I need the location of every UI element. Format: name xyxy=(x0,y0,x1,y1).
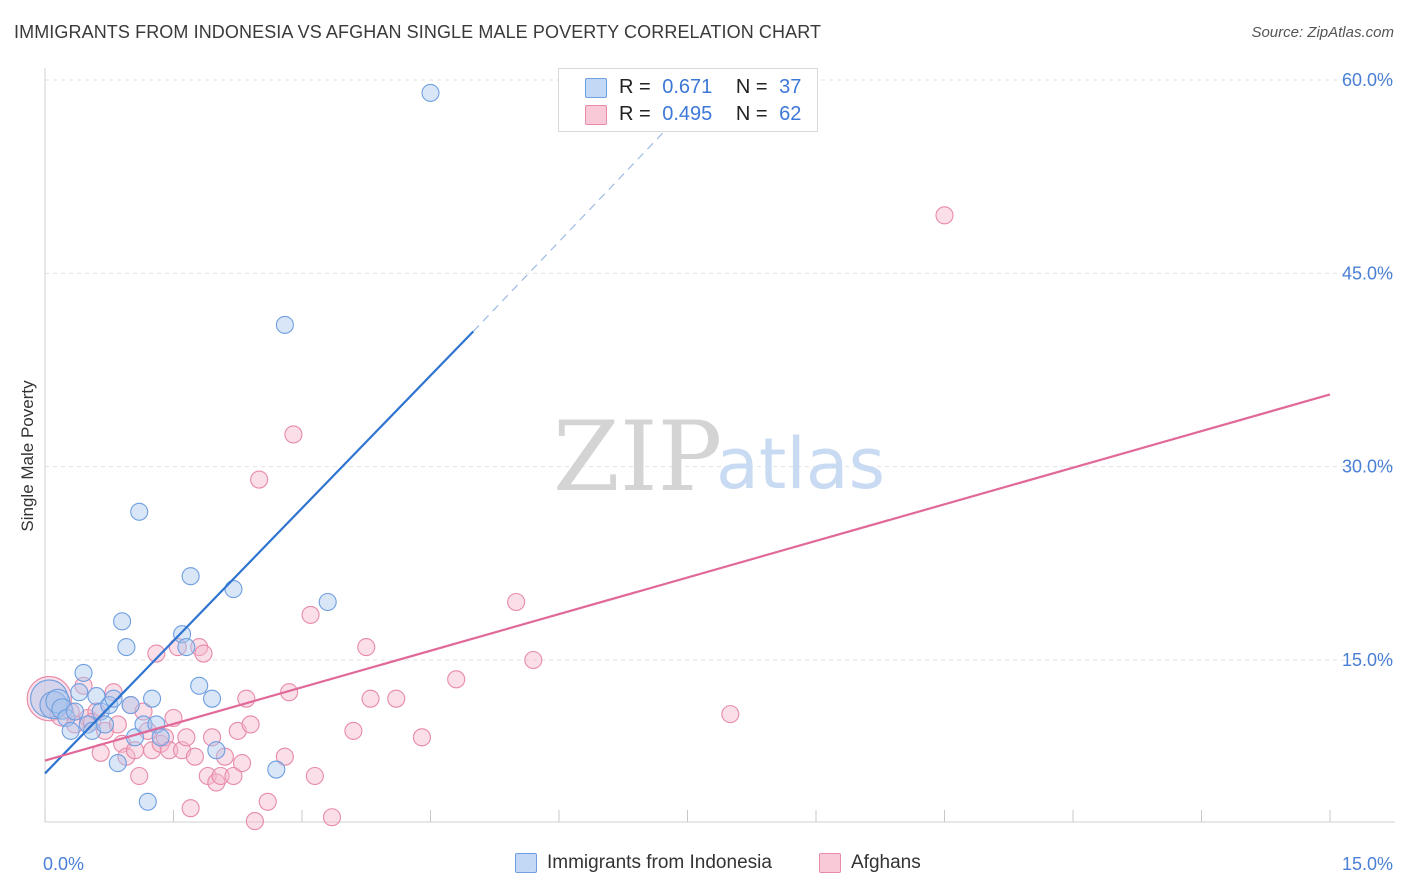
afghans-point xyxy=(181,799,200,818)
afghans-point xyxy=(280,683,299,702)
watermark-zip: ZIP xyxy=(553,401,722,513)
afghans-trendline xyxy=(44,393,1331,762)
indonesia-point xyxy=(104,689,123,708)
indonesia-point xyxy=(151,728,170,747)
indonesia-point xyxy=(138,792,157,811)
indonesia-point xyxy=(267,760,286,779)
n-label: N = xyxy=(735,75,768,98)
chart-title: IMMIGRANTS FROM INDONESIA VS AFGHAN SING… xyxy=(14,22,822,42)
legend-label-afghans: Afghans xyxy=(851,852,921,873)
y-tick-label: 45.0% xyxy=(1342,263,1393,283)
n-value-afghans: 62 xyxy=(779,102,802,125)
n-value-indonesia: 37 xyxy=(779,75,802,98)
afghans-point xyxy=(447,670,466,689)
indonesia-point xyxy=(61,721,80,740)
correlation-legend: R = 0.671 N = 37 R = 0.495 N = 62 xyxy=(558,68,818,132)
legend-swatch-pink xyxy=(585,105,607,125)
afghans-point xyxy=(160,741,179,760)
indonesia-point xyxy=(190,676,209,695)
afghans-point xyxy=(301,605,320,624)
afghans-point xyxy=(258,792,277,811)
indonesia-point xyxy=(143,689,162,708)
afghans-point xyxy=(211,766,230,786)
indonesia-point xyxy=(74,663,93,682)
afghans-point xyxy=(275,747,294,766)
indonesia-point xyxy=(181,567,200,586)
afghans-point xyxy=(344,721,363,740)
axes xyxy=(44,68,1395,823)
afghans-point xyxy=(147,644,166,663)
y-tick-label: 60.0% xyxy=(1342,70,1393,90)
legend-label-indonesia: Immigrants from Indonesia xyxy=(547,852,772,873)
source-credit: Source: ZipAtlas.com xyxy=(1251,24,1394,41)
afghans-point xyxy=(232,754,252,773)
afghans-point xyxy=(194,644,213,663)
afghans-point xyxy=(284,425,303,444)
legend-item-indonesia[interactable]: Immigrants from Indonesia xyxy=(515,852,772,874)
indonesia-point xyxy=(177,638,196,657)
afghans-point xyxy=(524,650,543,670)
afghans-point xyxy=(412,728,431,747)
indonesia-point xyxy=(108,754,127,773)
legend-swatch-pink xyxy=(819,853,841,873)
indonesia-point xyxy=(224,580,243,599)
indonesia-point xyxy=(65,702,85,721)
r-value-afghans: 0.495 xyxy=(662,102,713,125)
r-label: R = xyxy=(619,75,651,98)
indonesia-points xyxy=(30,83,440,811)
y-tick-label: 15.0% xyxy=(1342,650,1393,670)
n-label: N = xyxy=(735,102,768,125)
r-label: R = xyxy=(619,102,651,125)
afghans-point xyxy=(130,766,149,786)
r-value-indonesia: 0.671 xyxy=(662,75,713,98)
indonesia-point xyxy=(113,612,132,631)
x-tick-label-max: 15.0% xyxy=(1342,854,1393,874)
afghans-point xyxy=(322,808,342,827)
indonesia-point xyxy=(95,715,115,734)
indonesia-point xyxy=(121,696,140,715)
indonesia-point xyxy=(421,83,440,102)
series-legend: Immigrants from Indonesia Afghans xyxy=(0,852,1406,878)
y-tick-label: 30.0% xyxy=(1342,457,1393,477)
legend-swatch-blue xyxy=(585,78,607,98)
indonesia-point xyxy=(318,592,337,612)
afghans-point xyxy=(357,638,376,657)
indonesia-point xyxy=(130,502,149,521)
trendlines xyxy=(44,124,1331,775)
tick-labels: 15.0% 30.0% 45.0% 60.0% 0.0% 15.0% xyxy=(43,70,1393,874)
afghans-point xyxy=(177,728,196,747)
afghans-point xyxy=(245,812,264,831)
x-tick-label-min: 0.0% xyxy=(43,854,84,874)
indonesia-trendline-extension xyxy=(472,124,671,332)
afghans-point xyxy=(507,592,526,612)
legend-item-afghans[interactable]: Afghans xyxy=(819,852,921,874)
afghans-point xyxy=(721,705,740,724)
afghans-point xyxy=(305,766,324,786)
indonesia-point xyxy=(70,683,89,702)
afghans-point xyxy=(185,747,204,766)
indonesia-point xyxy=(203,689,222,708)
indonesia-trendline xyxy=(44,330,475,775)
afghans-point xyxy=(387,689,406,708)
afghans-point xyxy=(250,470,269,489)
afghans-point xyxy=(935,206,954,225)
watermark: ZIP atlas xyxy=(553,401,885,513)
afghans-point xyxy=(108,715,127,734)
indonesia-point xyxy=(275,315,294,334)
gridlines xyxy=(45,79,1395,661)
legend-swatch-blue xyxy=(515,853,537,873)
afghans-point xyxy=(241,715,260,734)
indonesia-point xyxy=(207,741,226,760)
afghans-point xyxy=(26,676,72,722)
indonesia-point xyxy=(117,638,136,657)
watermark-atlas: atlas xyxy=(716,423,885,505)
afghans-point xyxy=(224,766,243,786)
afghans-point xyxy=(361,689,380,708)
